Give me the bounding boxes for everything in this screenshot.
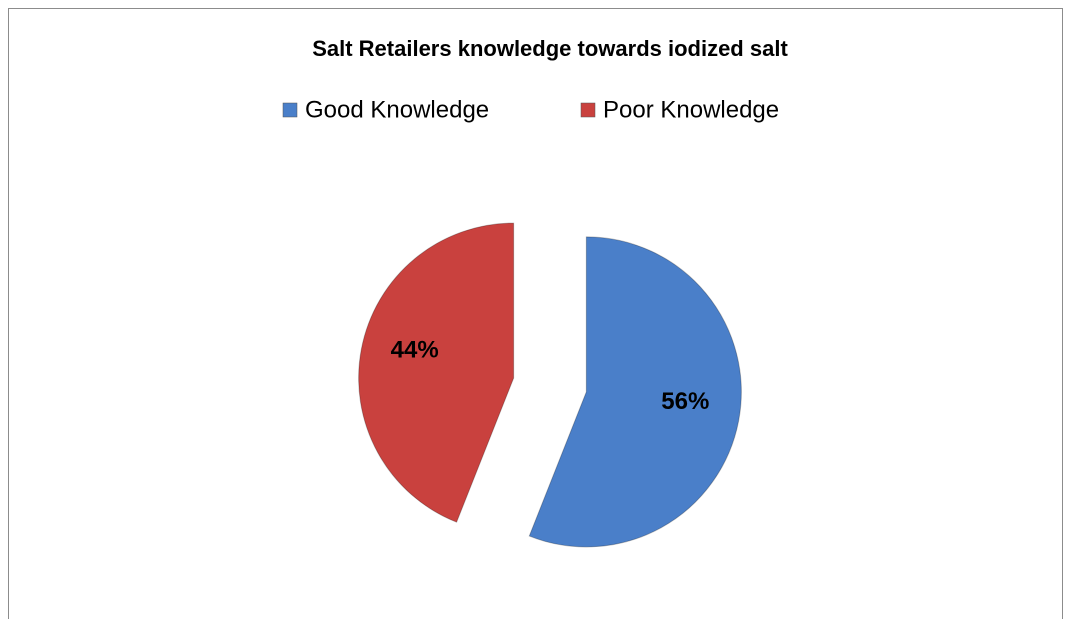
data-label: 44% — [391, 337, 439, 364]
legend-swatch — [580, 102, 596, 118]
chart-title: Salt Retailers knowledge towards iodized… — [312, 36, 788, 61]
pie-slice — [358, 222, 515, 523]
legend-label: Good Knowledge — [305, 96, 489, 123]
chart-frame — [8, 8, 1063, 619]
legend-label: Poor Knowledge — [603, 96, 779, 123]
legend-swatch — [282, 102, 298, 118]
data-label: 56% — [661, 388, 709, 415]
pie-slice — [528, 236, 742, 548]
